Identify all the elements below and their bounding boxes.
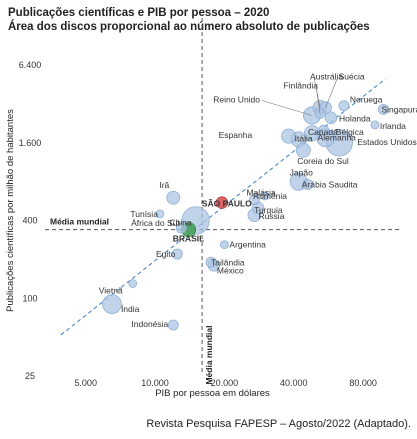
- point-label: Itália: [295, 133, 313, 143]
- data-point: [175, 222, 187, 234]
- y-tick-label: 25: [25, 371, 35, 381]
- point-label: Tailândia: [211, 257, 245, 267]
- data-point: [215, 196, 229, 209]
- data-point: [281, 128, 297, 144]
- point-label: Arábia Saudita: [302, 180, 358, 190]
- y-tick-label: 6.400: [19, 60, 42, 70]
- data-point: [102, 294, 122, 314]
- y-tick-label: 1.600: [19, 138, 42, 148]
- point-label: Turquia: [254, 205, 283, 215]
- point-label: Tunísia: [130, 209, 158, 219]
- point-label: Índia: [121, 304, 140, 314]
- point-label: África do Sul: [131, 218, 179, 228]
- point-label: Espanha: [219, 130, 253, 140]
- point-label: Reino Unido: [213, 95, 260, 105]
- source-caption: Revista Pesquisa FAPESP – Agosto/2022 (A…: [146, 418, 411, 430]
- x-tick-label: 5.000: [74, 378, 97, 388]
- data-point: [338, 100, 350, 112]
- x-axis-title: PIB por pessoa em dólares: [155, 388, 270, 399]
- data-point: [249, 194, 260, 206]
- y-tick-label: 400: [22, 216, 37, 226]
- point-label: Malásia: [246, 188, 276, 198]
- point-label: Estados Unidos: [357, 137, 417, 147]
- world-mean-y-label: Média mundial: [50, 217, 109, 227]
- point-label: Coreia do Sul: [297, 156, 349, 166]
- x-tick-label: 20.000: [211, 378, 239, 388]
- y-tick-label: 100: [22, 293, 37, 303]
- point-label: Holanda: [339, 114, 371, 124]
- data-point: [324, 111, 338, 124]
- data-point: [205, 256, 217, 268]
- data-point: [171, 248, 183, 260]
- point-label: Suécia: [339, 71, 365, 81]
- data-point: [128, 279, 138, 288]
- leader-line: [325, 77, 338, 108]
- x-tick-label: 80.000: [349, 378, 377, 388]
- y-axis-title: Publicações científicas por milhão de ha…: [5, 109, 16, 312]
- point-label: Alemanha: [318, 133, 357, 143]
- point-label: Rússia: [258, 211, 284, 221]
- point-label: Argentina: [229, 240, 266, 250]
- data-point: [370, 120, 380, 130]
- point-label: Bélgica: [336, 127, 364, 137]
- point-label: Vietnã: [99, 286, 123, 296]
- data-point: [166, 190, 181, 205]
- point-label: Egito: [156, 249, 176, 259]
- data-point: [260, 191, 270, 201]
- point-label: Irã: [159, 180, 169, 190]
- data-point: [220, 240, 229, 250]
- point-label: SÃO PAULO: [202, 199, 252, 209]
- x-tick-label: 10.000: [141, 378, 169, 388]
- point-label: Japão: [290, 168, 313, 178]
- x-tick-label: 40.000: [280, 378, 308, 388]
- point-label: México: [217, 265, 244, 275]
- scatter-chart: 5.000 10.000 20.000 40.000 80.000 25 100 400 1.6…: [5, 18, 417, 399]
- point-label: Irlanda: [380, 121, 406, 131]
- chart-subtitle: Área dos discos proporcional ao número a…: [8, 21, 370, 33]
- point-label: BRASIL: [173, 234, 205, 244]
- data-point: [378, 103, 389, 115]
- point-label: Singapura: [381, 104, 417, 114]
- leader-line: [313, 77, 321, 108]
- data-point: [302, 179, 314, 190]
- point-label: China: [169, 218, 191, 228]
- point-label: Romênia: [253, 191, 287, 201]
- data-point: [155, 209, 165, 219]
- chart-title: Publicações científicas e PIB por pessoa…: [8, 7, 270, 19]
- point-label: Noruega: [350, 95, 383, 105]
- point-label: Austrália: [310, 71, 343, 81]
- world-mean-x-label: Média mundial: [204, 325, 214, 384]
- data-point: [295, 142, 311, 158]
- data-point: [167, 319, 179, 331]
- leader-line: [261, 100, 313, 116]
- data-point: [318, 124, 330, 136]
- point-label: Finlândia: [284, 80, 319, 90]
- point-label: Canadá: [308, 127, 338, 137]
- point-label: Indonésia: [131, 319, 168, 329]
